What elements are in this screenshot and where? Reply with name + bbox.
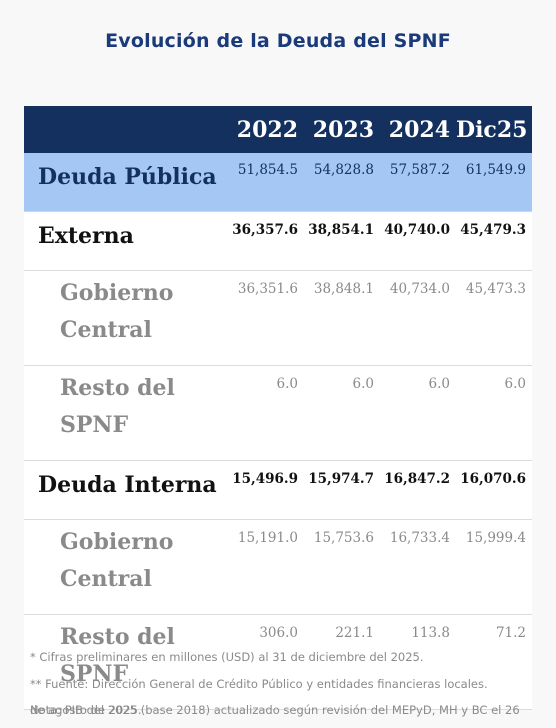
row-label: Deuda Interna — [24, 460, 228, 520]
table-header-row: 2022 2023 2024 Dic25 — [24, 106, 532, 153]
row-label: Externa — [24, 211, 228, 271]
cell-value: 51,854.5 — [228, 153, 304, 212]
cell-value: 16,847.2 — [380, 460, 456, 520]
cell-value: 6.0 — [304, 365, 380, 461]
table-row-externa-gobierno-central: Gobierno Central 36,351.6 38,848.1 40,734… — [24, 270, 532, 366]
row-label-line: Resto del — [60, 624, 175, 650]
cell-value: 38,848.1 — [304, 270, 380, 366]
cell-value: 57,587.2 — [380, 153, 456, 212]
header-year: Dic25 — [456, 106, 532, 153]
cell-value: 16,733.4 — [380, 519, 456, 615]
row-label: Gobierno Central — [24, 519, 228, 615]
cell-value: 38,854.1 — [304, 211, 380, 271]
row-label: Deuda Pública — [24, 153, 228, 212]
cell-value: 54,828.8 — [304, 153, 380, 212]
footnote: * Cifras preliminares en millones (USD) … — [30, 650, 424, 664]
row-label-line: SPNF — [60, 661, 129, 687]
cell-value: 45,473.3 — [456, 270, 532, 366]
cell-value: 40,740.0 — [380, 211, 456, 271]
footnote: Nota: PIB del 2025 (base 2018) actualiza… — [30, 703, 520, 717]
row-label: Gobierno Central — [24, 270, 228, 366]
cell-value: 6.0 — [228, 365, 304, 461]
header-corner — [24, 106, 228, 153]
row-label-line: Central — [60, 566, 152, 592]
cell-value: 306.0 — [228, 614, 304, 710]
cell-value: 113.8 — [380, 614, 456, 710]
cell-value: 16,070.6 — [456, 460, 532, 520]
cell-value: 36,351.6 — [228, 270, 304, 366]
table-row-interna-resto-spnf: Resto del SPNF 306.0 221.1 113.8 71.2 — [24, 614, 532, 710]
row-label: Resto del SPNF — [24, 614, 228, 710]
debt-table: 2022 2023 2024 Dic25 Deuda Pública 51,85… — [24, 106, 532, 710]
footnote: ** Fuente: Dirección General de Crédito … — [30, 677, 488, 691]
header-year: 2023 — [304, 106, 380, 153]
page-title: Evolución de la Deuda del SPNF — [105, 30, 451, 52]
table-row-externa: Externa 36,357.6 38,854.1 40,740.0 45,47… — [24, 211, 532, 271]
row-label-line: Gobierno — [60, 280, 174, 306]
cell-value: 40,734.0 — [380, 270, 456, 366]
table-row-interna-gobierno-central: Gobierno Central 15,191.0 15,753.6 16,733… — [24, 519, 532, 615]
row-label: Resto del SPNF — [24, 365, 228, 461]
header-year: 2022 — [228, 106, 304, 153]
row-label-line: Central — [60, 317, 152, 343]
table-row-externa-resto-spnf: Resto del SPNF 6.0 6.0 6.0 6.0 — [24, 365, 532, 461]
cell-value: 15,496.9 — [228, 460, 304, 520]
cell-value: 6.0 — [380, 365, 456, 461]
cell-value: 61,549.9 — [456, 153, 532, 212]
cell-value: 15,999.4 — [456, 519, 532, 615]
cell-value: 221.1 — [304, 614, 380, 710]
cell-value: 15,974.7 — [304, 460, 380, 520]
cell-value: 15,753.6 — [304, 519, 380, 615]
cell-value: 6.0 — [456, 365, 532, 461]
cell-value: 71.2 — [456, 614, 532, 710]
row-label-line: SPNF — [60, 412, 129, 438]
header-year: 2024 — [380, 106, 456, 153]
footnote: de agosto de 2025. — [30, 703, 142, 717]
cell-value: 45,479.3 — [456, 211, 532, 271]
cell-value: 15,191.0 — [228, 519, 304, 615]
table-row-deuda-publica: Deuda Pública 51,854.5 54,828.8 57,587.2… — [24, 153, 532, 212]
row-label-line: Gobierno — [60, 529, 174, 555]
row-label-line: Resto del — [60, 375, 175, 401]
cell-value: 36,357.6 — [228, 211, 304, 271]
table-row-deuda-interna: Deuda Interna 15,496.9 15,974.7 16,847.2… — [24, 460, 532, 520]
